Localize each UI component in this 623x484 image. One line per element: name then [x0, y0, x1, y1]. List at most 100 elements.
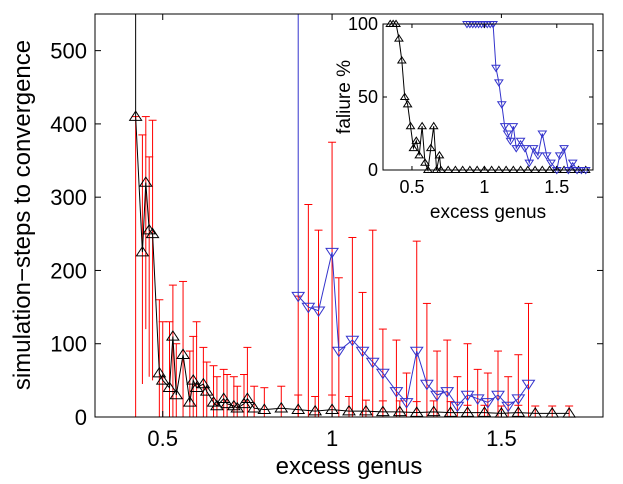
inset-marker-s0-32 — [537, 165, 548, 174]
main-marker-s0-17 — [209, 399, 224, 411]
inset-marker-s1-17 — [511, 145, 522, 153]
main-ytick-label-4: 400 — [50, 112, 87, 137]
inset-marker-s0-26 — [493, 165, 504, 174]
main-marker-s0-7 — [162, 381, 177, 392]
main-marker-s0-15 — [199, 385, 214, 396]
main-marker-s0-20 — [226, 399, 241, 411]
main-marker-s1-16 — [460, 390, 475, 402]
inset-marker-s0-33 — [544, 165, 555, 174]
inset-marker-s0-25 — [486, 165, 497, 174]
main-marker-s1-6 — [355, 346, 370, 358]
main-marker-s0-14 — [196, 377, 211, 389]
main-xtick-label-2: 1.5 — [486, 426, 517, 451]
main-ytick-label-3: 300 — [50, 185, 87, 210]
inset-marker-s0-13 — [422, 165, 433, 174]
main-marker-s0-28 — [308, 404, 323, 416]
inset-marker-s1-20 — [524, 159, 535, 168]
main-marker-s0-2 — [138, 176, 153, 187]
main-marker-s1-22 — [521, 379, 536, 391]
main-marker-s0-35 — [426, 405, 441, 417]
inset-marker-s1-33 — [580, 166, 591, 175]
main-marker-s1-21 — [511, 394, 526, 405]
inset-x-axis-title: excess genus — [430, 202, 546, 223]
main-marker-s1-12 — [419, 379, 434, 391]
main-marker-s1-13 — [430, 390, 444, 402]
main-marker-s1-4 — [331, 346, 346, 358]
main-plot-frame — [94, 13, 604, 418]
main-marker-s0-0 — [128, 110, 143, 121]
main-ytick-label-1: 100 — [50, 332, 87, 357]
inset-marker-s0-18 — [436, 165, 446, 174]
inset-data-layer — [385, 19, 591, 175]
main-marker-s1-15 — [450, 401, 465, 413]
inset-ticks: 0.5 1 1.5 0 50 100 — [348, 14, 593, 197]
main-marker-s1-19 — [491, 390, 505, 402]
main-xtick-label-0: 0.5 — [147, 426, 178, 451]
main-series-line-0 — [135, 116, 570, 414]
main-marker-s0-5 — [152, 366, 167, 378]
inset-marker-s1-21 — [528, 145, 539, 153]
inset-plot: 0.5 1 1.5 0 50 100 excess genus faliure % — [334, 14, 595, 223]
inset-ytick-label-1: 50 — [358, 87, 378, 107]
main-ytick-label-2: 200 — [50, 258, 87, 283]
main-marker-s1-2 — [311, 306, 326, 318]
inset-marker-s0-14 — [425, 143, 436, 152]
main-marker-s1-7 — [365, 357, 380, 369]
main-marker-s0-11 — [182, 396, 197, 407]
main-marker-s0-27 — [291, 403, 306, 414]
main-marker-s0-36 — [443, 406, 458, 417]
main-marker-s0-24 — [247, 401, 262, 413]
inset-marker-s0-24 — [479, 165, 490, 174]
inset-xtick-label-2: 1.5 — [544, 177, 569, 197]
main-marker-s0-40 — [511, 406, 526, 417]
main-marker-s0-30 — [342, 404, 356, 416]
main-marker-s0-22 — [237, 397, 251, 409]
inset-marker-s0-7 — [405, 121, 416, 130]
inset-marker-s0-19 — [443, 165, 454, 174]
main-marker-s1-3 — [325, 247, 339, 259]
inset-marker-s1-13 — [499, 123, 510, 131]
inset-marker-s0-20 — [450, 165, 461, 174]
inset-marker-s0-31 — [530, 165, 540, 174]
main-marker-s0-4 — [145, 227, 160, 239]
main-marker-s1-18 — [480, 398, 495, 409]
main-x-axis-title: excess genus — [276, 453, 423, 480]
inset-marker-s0-27 — [501, 165, 512, 174]
main-marker-s1-5 — [345, 335, 360, 347]
main-marker-s1-10 — [399, 398, 414, 409]
inset-marker-s0-5 — [399, 92, 410, 101]
inset-marker-s1-16 — [508, 123, 519, 131]
inset-marker-s0-2 — [391, 19, 401, 28]
inset-marker-s0-6 — [402, 99, 413, 108]
main-marker-s0-37 — [460, 406, 475, 417]
inset-marker-s1-10 — [491, 64, 501, 73]
main-marker-s0-10 — [176, 348, 190, 359]
inset-marker-s0-8 — [408, 143, 419, 152]
inset-marker-s0-22 — [464, 165, 475, 174]
main-marker-s0-38 — [477, 406, 492, 417]
main-marker-s0-8 — [165, 330, 180, 341]
inset-marker-s1-9 — [488, 20, 498, 29]
inset-marker-s0-9 — [411, 136, 422, 144]
inset-ytick-label-2: 100 — [348, 14, 378, 34]
inset-marker-s0-10 — [414, 150, 425, 159]
inset-marker-s1-15 — [505, 137, 516, 146]
inset-xtick-label-1: 1 — [479, 177, 489, 197]
inset-marker-s0-4 — [396, 55, 407, 64]
inset-marker-s1-12 — [496, 101, 507, 109]
inset-marker-s1-22 — [533, 152, 543, 160]
inset-marker-s0-23 — [472, 165, 483, 174]
inset-background — [382, 18, 595, 188]
main-marker-s1-1 — [301, 302, 316, 314]
main-xtick-label-1: 1 — [326, 426, 338, 451]
main-marker-s1-20 — [501, 401, 516, 413]
main-marker-s1-8 — [375, 368, 390, 380]
inset-marker-s0-28 — [508, 165, 519, 174]
inset-marker-s0-34 — [551, 165, 562, 174]
main-marker-s0-34 — [409, 406, 424, 417]
main-y-axis-title: simulation−steps to convergence — [9, 40, 36, 390]
main-marker-s0-26 — [274, 401, 289, 413]
inset-marker-s1-24 — [541, 152, 552, 160]
